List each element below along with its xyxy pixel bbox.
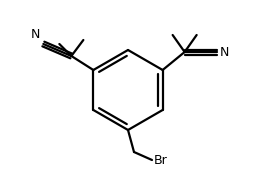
- Text: Br: Br: [154, 154, 168, 166]
- Text: N: N: [220, 45, 229, 59]
- Text: N: N: [31, 28, 40, 41]
